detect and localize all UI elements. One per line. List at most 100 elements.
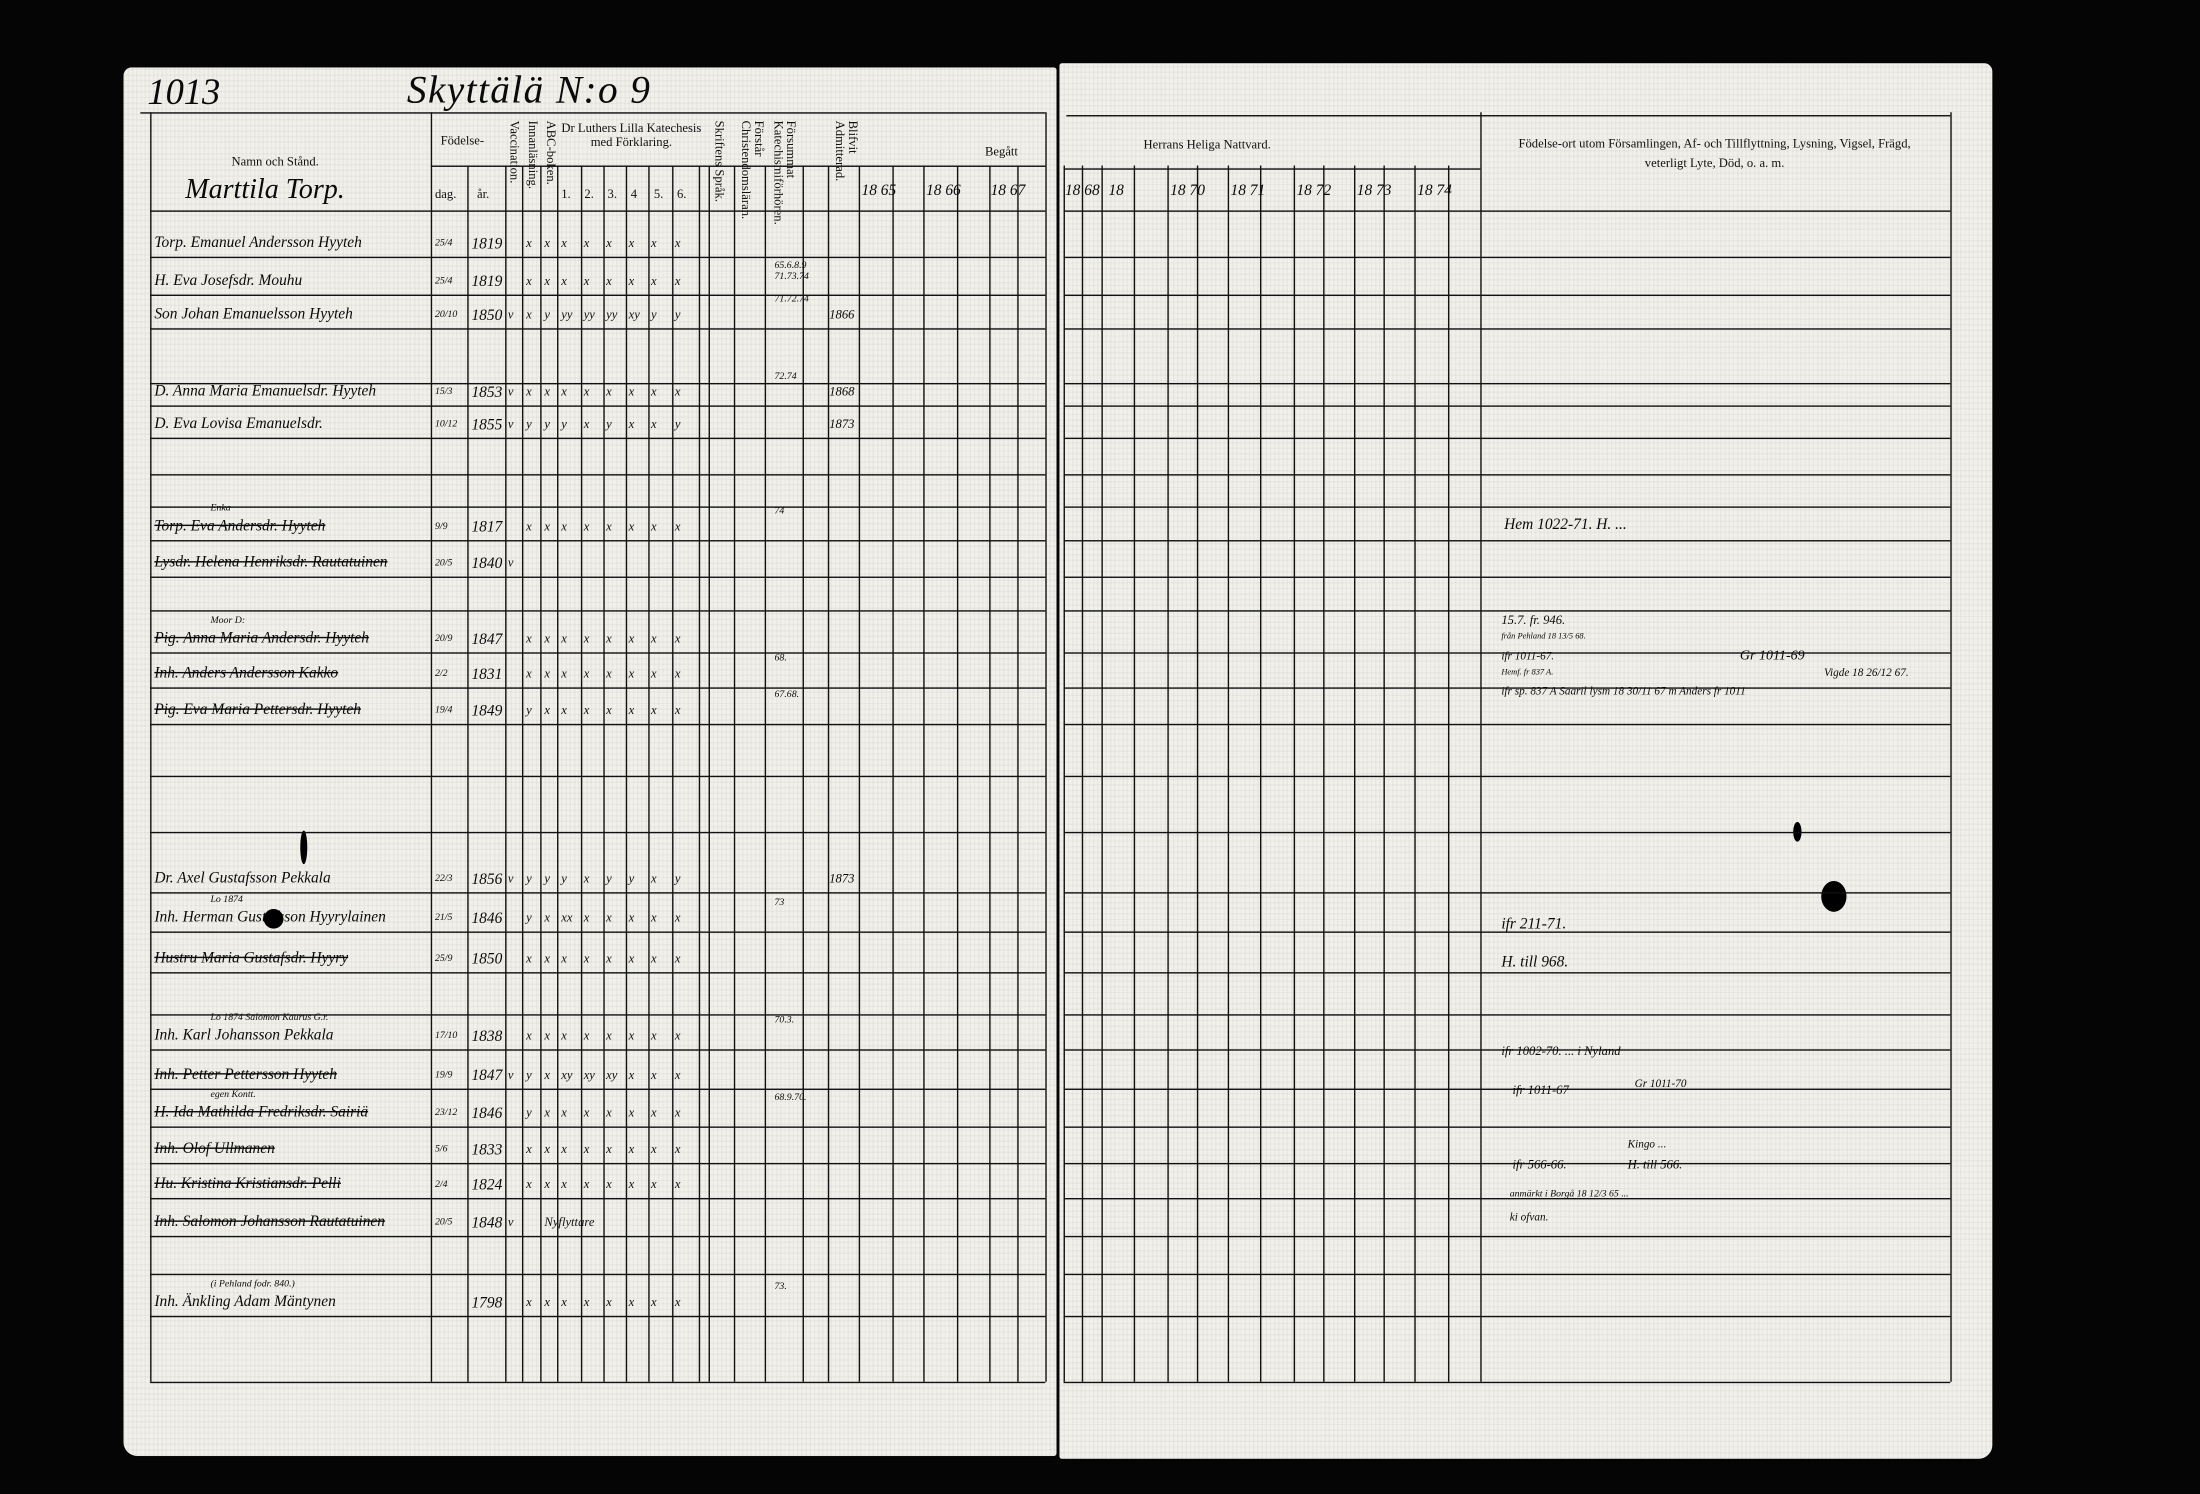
catechism-mark: v — [507, 416, 514, 431]
catechism-mark: x — [651, 384, 657, 399]
catechism-mark: x — [544, 1141, 551, 1156]
catechism-mark: x — [561, 384, 567, 399]
row-rule — [1063, 540, 1951, 542]
remark-entry: Gr 1011-69 — [1739, 648, 1805, 664]
catechism-mark: xy — [561, 1067, 573, 1082]
column-rule — [923, 165, 925, 1382]
catechism-mark: x — [674, 1105, 681, 1120]
catechism-mark: y — [526, 871, 532, 886]
catechism-mark: x — [544, 1294, 551, 1309]
catechism-mark: x — [583, 416, 590, 431]
row-rule — [150, 831, 1046, 834]
year-header: 18 72 — [1296, 182, 1332, 200]
column-rule — [625, 165, 628, 1382]
row-rule — [150, 1014, 1046, 1016]
row-rule — [1063, 687, 1951, 689]
catechism-mark: v — [507, 1214, 514, 1229]
column-rule — [764, 165, 767, 1382]
row-rule — [1063, 652, 1951, 654]
catechism-mark: x — [526, 384, 532, 399]
catechism-mark: x — [628, 273, 635, 288]
header-bottom-rule — [150, 210, 1046, 212]
row-rule — [1063, 382, 1951, 385]
birth-day: 20/5 — [434, 1216, 453, 1228]
row-rule — [150, 1126, 1046, 1128]
year-header: 18 65 — [861, 182, 897, 200]
person-name: Inh. Änkling Adam Mäntynen — [154, 1293, 336, 1311]
row-rule — [150, 610, 1046, 612]
birth-day: 20/10 — [434, 308, 458, 320]
birth-day: 23/12 — [434, 1106, 458, 1119]
column-rule — [557, 165, 559, 1382]
remark-entry: H. till 566. — [1628, 1157, 1683, 1173]
birth-day: 15/3 — [434, 385, 453, 397]
birth-day: 10/12 — [434, 418, 458, 430]
header-catechism-col: 5. — [653, 186, 664, 201]
remark-entry: Hemf. fr 837 A. — [1501, 669, 1554, 678]
table-bottom-rule — [150, 1381, 1046, 1384]
catechism-mark: x — [628, 1141, 635, 1156]
catechism-mark: x — [544, 910, 551, 925]
catechism-mark: x — [526, 1141, 532, 1156]
catechism-mark: x — [628, 519, 635, 534]
birth-year: 1850 — [471, 951, 503, 968]
admitted-year: 1873 — [829, 871, 855, 886]
catechism-mark: y — [526, 416, 532, 431]
birth-year: 1847 — [471, 1067, 503, 1085]
row-rule — [1063, 723, 1951, 726]
birth-year: 1850 — [471, 307, 503, 325]
row-rule — [1063, 1088, 1951, 1090]
row-rule — [1063, 1049, 1951, 1051]
catechism-mark: x — [651, 631, 657, 646]
catechism-mark: x — [526, 666, 532, 681]
person-name: Torp. Emanuel Andersson Hyyteh — [154, 234, 362, 252]
catechism-mark: x — [526, 1028, 532, 1043]
row-rule — [150, 1162, 1046, 1165]
catechism-mark: x — [544, 631, 551, 646]
column-rule — [1045, 112, 1047, 1382]
birth-day: 19/4 — [434, 704, 453, 716]
birth-year: 1798 — [471, 1294, 503, 1312]
column-rule — [708, 165, 710, 1382]
catechism-mark: xy — [583, 1067, 595, 1082]
column-rule — [989, 165, 991, 1382]
header-christian-doctrine: Förstår Christendomsläran. — [739, 120, 767, 220]
catechism-mark: x — [674, 631, 681, 646]
catechism-mark: x — [526, 307, 532, 322]
catechism-mark: x — [606, 1141, 612, 1156]
column-rule — [1447, 165, 1450, 1382]
row-rule — [1063, 831, 1951, 834]
column-rule — [1353, 165, 1356, 1382]
catechism-mark: x — [674, 1141, 681, 1156]
catechism-mark: x — [628, 631, 635, 646]
table-bottom-rule — [1063, 1381, 1951, 1384]
row-rule — [1063, 328, 1951, 330]
catechism-mark: y — [526, 1105, 532, 1120]
birth-day: 21/5 — [434, 911, 453, 924]
remark-entry: ifr 211-71. — [1501, 916, 1567, 933]
header-communion: Herrans Heliga Nattvard. — [1143, 137, 1271, 152]
birth-year: 1846 — [471, 910, 503, 928]
catechism-mark: xy — [606, 1067, 618, 1082]
person-name: Inh. Petter Pettersson Hyyteh — [154, 1066, 337, 1083]
row-rule — [150, 437, 1046, 440]
catechism-mark: x — [544, 1105, 551, 1120]
catechism-mark: x — [544, 1176, 551, 1191]
catechism-mark: x — [674, 702, 681, 717]
catechism-mark: y — [674, 871, 681, 886]
ink-blot — [300, 830, 308, 865]
birth-year: 1856 — [471, 871, 503, 888]
admitted-year: 1866 — [829, 307, 855, 322]
catechism-mark: y — [561, 416, 567, 431]
column-rule — [1196, 165, 1199, 1382]
catechism-mark: x — [628, 384, 635, 399]
household-heading: Marttila Torp. — [185, 173, 345, 205]
birth-day: 25/4 — [434, 274, 453, 287]
row-rule — [150, 405, 1046, 407]
birth-year: 1824 — [471, 1176, 503, 1194]
catechism-mark: x — [544, 519, 551, 534]
left-page — [123, 67, 1057, 1457]
examination-years: 72.74 — [774, 370, 797, 382]
catechism-mark: x — [674, 1028, 681, 1043]
